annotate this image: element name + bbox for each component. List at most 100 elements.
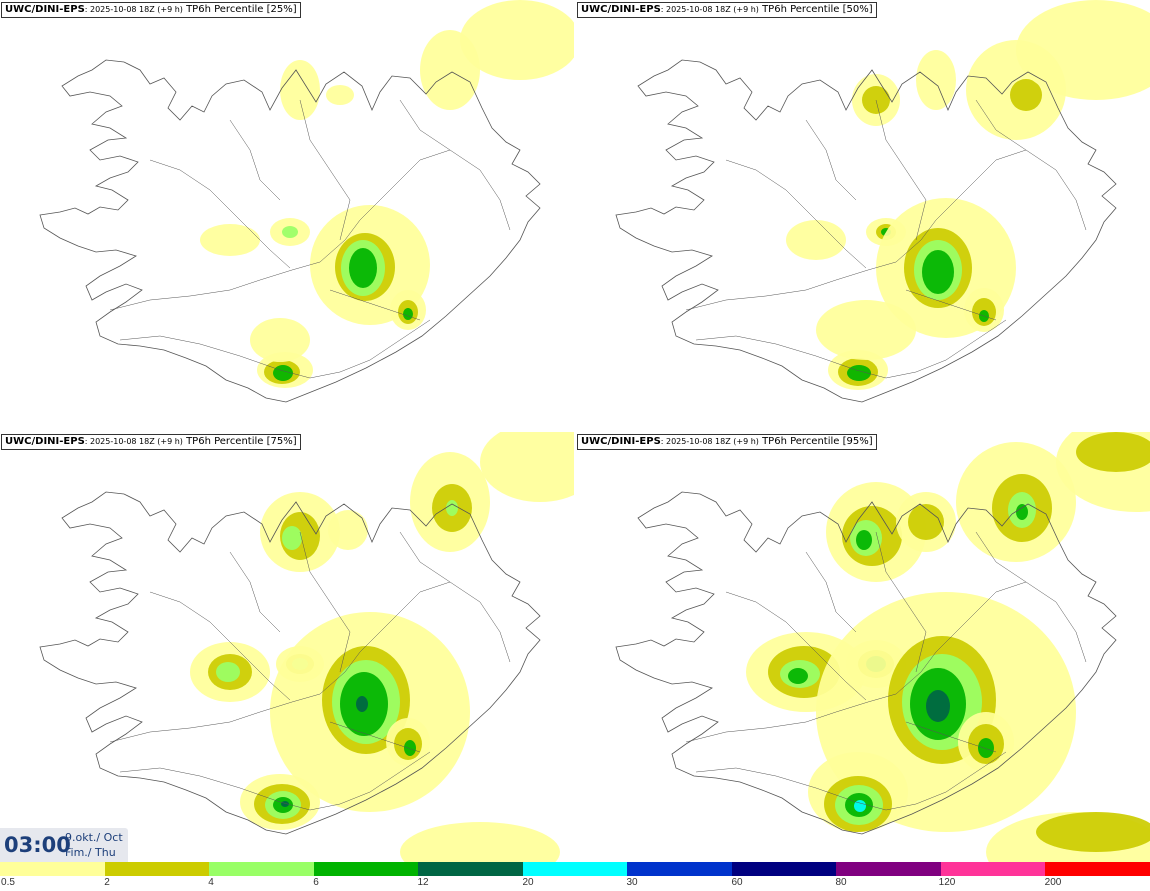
legend-swatch bbox=[836, 862, 941, 876]
road-line bbox=[329, 721, 421, 753]
precip-contour bbox=[786, 220, 846, 260]
precip-contour bbox=[1076, 432, 1150, 472]
road-line bbox=[229, 551, 281, 633]
legend-tick-label: 12 bbox=[417, 877, 429, 888]
product-name: TP6h Percentile [50%] bbox=[762, 4, 873, 15]
legend-tick-label: 80 bbox=[835, 877, 847, 888]
panel-title: UWC/DINI-EPS: 2025-10-08 18Z (+9 h) TP6h… bbox=[577, 434, 877, 450]
map-panels: UWC/DINI-EPS: 2025-10-08 18Z (+9 h) TP6h… bbox=[0, 0, 1150, 862]
precip-contour bbox=[282, 526, 302, 550]
legend-swatch bbox=[104, 862, 210, 876]
model-name: UWC/DINI-EPS bbox=[5, 4, 85, 15]
road-line bbox=[975, 99, 1087, 231]
road-line bbox=[725, 591, 867, 701]
road-line bbox=[805, 119, 857, 201]
road-line bbox=[905, 721, 997, 753]
road-line bbox=[329, 289, 421, 321]
legend-tick-label: 6 bbox=[313, 877, 319, 888]
legend-swatch bbox=[627, 862, 732, 876]
precip-contour bbox=[403, 308, 413, 320]
map-panel-p95[interactable]: UWC/DINI-EPS: 2025-10-08 18Z (+9 h) TP6h… bbox=[576, 432, 1150, 862]
precip-contour bbox=[1010, 79, 1042, 111]
precip-map-p25 bbox=[39, 0, 574, 403]
map-panel-p25[interactable]: UWC/DINI-EPS: 2025-10-08 18Z (+9 h) TP6h… bbox=[0, 0, 574, 430]
road-line bbox=[119, 751, 431, 811]
precip-contour bbox=[856, 530, 872, 550]
road-line bbox=[399, 99, 511, 231]
valid-day: Fim./ Thu bbox=[65, 846, 116, 859]
precip-contour bbox=[854, 800, 866, 812]
panel-title: UWC/DINI-EPS: 2025-10-08 18Z (+9 h) TP6h… bbox=[1, 434, 301, 450]
road-line bbox=[149, 591, 291, 701]
precip-contour bbox=[978, 738, 994, 758]
road-line bbox=[905, 289, 997, 321]
legend-tick-label: 20 bbox=[522, 877, 534, 888]
legend-tick-label: 30 bbox=[626, 877, 638, 888]
precip-field bbox=[746, 432, 1150, 862]
precip-contour bbox=[480, 432, 574, 502]
map-panel-p50[interactable]: UWC/DINI-EPS: 2025-10-08 18Z (+9 h) TP6h… bbox=[576, 0, 1150, 430]
precip-field bbox=[200, 0, 574, 388]
precip-contour bbox=[788, 668, 808, 684]
road-line bbox=[695, 319, 1007, 379]
run-info: : 2025-10-08 18Z (+9 h) bbox=[84, 437, 183, 446]
precip-contour bbox=[273, 365, 293, 381]
valid-time-box: 03:00 9.okt./ Oct Fim./ Thu bbox=[0, 828, 128, 862]
legend-tick-label: 2 bbox=[104, 877, 110, 888]
run-info: : 2025-10-08 18Z (+9 h) bbox=[660, 437, 759, 446]
road-line bbox=[299, 531, 351, 673]
panel-title: UWC/DINI-EPS: 2025-10-08 18Z (+9 h) TP6h… bbox=[1, 2, 301, 18]
road-line bbox=[805, 551, 857, 633]
precip-contour bbox=[404, 740, 416, 756]
precip-contour bbox=[816, 300, 916, 360]
road-line bbox=[299, 99, 351, 241]
legend-swatch bbox=[313, 862, 419, 876]
road-line bbox=[975, 531, 1087, 663]
precip-contour bbox=[922, 250, 954, 294]
iceland-coastline bbox=[39, 59, 541, 403]
precip-contour bbox=[282, 226, 298, 238]
precip-contour bbox=[280, 60, 320, 120]
road-line bbox=[875, 99, 927, 241]
road-line bbox=[109, 149, 451, 311]
iceland-coastline bbox=[39, 491, 541, 835]
model-name: UWC/DINI-EPS bbox=[581, 4, 661, 15]
legend-swatch bbox=[1045, 862, 1150, 876]
precip-contour bbox=[446, 500, 458, 516]
legend-tick-label: 0.5 bbox=[1, 877, 15, 888]
road-line bbox=[875, 531, 927, 673]
legend-tick-label: 200 bbox=[1044, 877, 1062, 888]
color-legend: 0.5 2 4 6 12 20 30 60 80 120 200 bbox=[0, 862, 1150, 891]
iceland-coastline bbox=[615, 59, 1117, 403]
road-line bbox=[725, 159, 867, 269]
map-panel-p75[interactable]: UWC/DINI-EPS: 2025-10-08 18Z (+9 h) TP6h… bbox=[0, 432, 574, 862]
precip-contour bbox=[460, 0, 574, 80]
road-line bbox=[229, 119, 281, 201]
legend-colorbar bbox=[0, 862, 1150, 876]
legend-tick-label: 120 bbox=[938, 877, 956, 888]
precip-contour bbox=[281, 801, 289, 807]
precip-field bbox=[190, 432, 574, 862]
precip-contour bbox=[1016, 0, 1150, 100]
road-line bbox=[685, 149, 1027, 311]
road-line bbox=[109, 581, 451, 743]
precip-contour bbox=[200, 224, 260, 256]
precip-contour bbox=[326, 85, 354, 105]
precip-contour bbox=[400, 822, 560, 862]
precip-contour bbox=[1016, 504, 1028, 520]
model-name: UWC/DINI-EPS bbox=[5, 436, 85, 447]
precip-contour bbox=[349, 248, 377, 288]
model-name: UWC/DINI-EPS bbox=[581, 436, 661, 447]
precip-contour bbox=[908, 504, 944, 540]
precip-contour bbox=[356, 696, 368, 712]
legend-swatch bbox=[0, 862, 105, 876]
precip-contour bbox=[250, 318, 310, 362]
road-line bbox=[695, 751, 1007, 811]
legend-swatch bbox=[418, 862, 523, 876]
run-info: : 2025-10-08 18Z (+9 h) bbox=[660, 5, 759, 14]
legend-swatch bbox=[731, 862, 837, 876]
run-info: : 2025-10-08 18Z (+9 h) bbox=[84, 5, 183, 14]
road-line bbox=[685, 581, 1027, 743]
legend-swatch bbox=[522, 862, 628, 876]
precip-contour bbox=[926, 690, 950, 722]
